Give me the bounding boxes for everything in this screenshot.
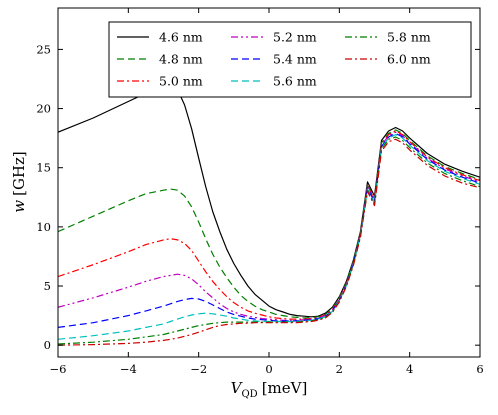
legend-box — [108, 21, 472, 98]
series-line-5-0-nm — [58, 130, 480, 320]
legend-label: 4.6 nm — [159, 30, 203, 45]
series-layer — [58, 85, 480, 346]
y-axis-label-unit: [GHz] — [10, 151, 28, 196]
x-tick-label: −4 — [120, 362, 137, 376]
x-tick-label: 0 — [265, 362, 272, 376]
legend-label: 5.4 nm — [273, 52, 317, 67]
y-axis-label: w [GHz] — [10, 151, 28, 213]
legend-label: 5.8 nm — [387, 30, 431, 45]
series-line-4-8-nm — [58, 129, 480, 319]
x-axis-label-subscript: QD — [241, 389, 257, 400]
x-tick-label: −6 — [50, 362, 67, 376]
y-tick-label: 20 — [36, 102, 51, 116]
x-tick-label: −2 — [190, 362, 207, 376]
y-tick-label: 15 — [36, 161, 51, 175]
plot-frame — [57, 7, 481, 358]
y-tick-label: 0 — [44, 338, 51, 352]
series-line-4-6-nm — [58, 85, 480, 318]
x-axis-label-main: V — [231, 379, 244, 397]
x-tick-label: 4 — [406, 362, 413, 376]
tick-layer: −6 −4 −2 0 2 4 6 0 5 10 15 20 25 — [36, 8, 484, 376]
y-tick-label: 25 — [36, 42, 51, 56]
x-axis-label: VQD [meV] — [231, 379, 308, 400]
legend-label: 5.0 nm — [159, 74, 203, 89]
y-tick-label: 5 — [44, 279, 51, 293]
legend-label: 4.8 nm — [159, 52, 203, 67]
x-tick-label: 2 — [336, 362, 343, 376]
series-line-6-0-nm — [58, 138, 480, 346]
legend: 4.6 nm 4.8 nm 5.0 nm 5.2 nm 5.4 nm 5.6 nm 5.8 … — [108, 21, 472, 98]
legend-label: 6.0 nm — [387, 52, 431, 67]
legend-label: 5.6 nm — [273, 74, 317, 89]
legend-label: 5.2 nm — [273, 30, 317, 45]
x-tick-label: 6 — [476, 362, 483, 376]
y-tick-label: 10 — [36, 220, 51, 234]
y-axis-label-main: w — [10, 200, 28, 213]
x-axis-label-unit: [meV] — [262, 379, 308, 397]
